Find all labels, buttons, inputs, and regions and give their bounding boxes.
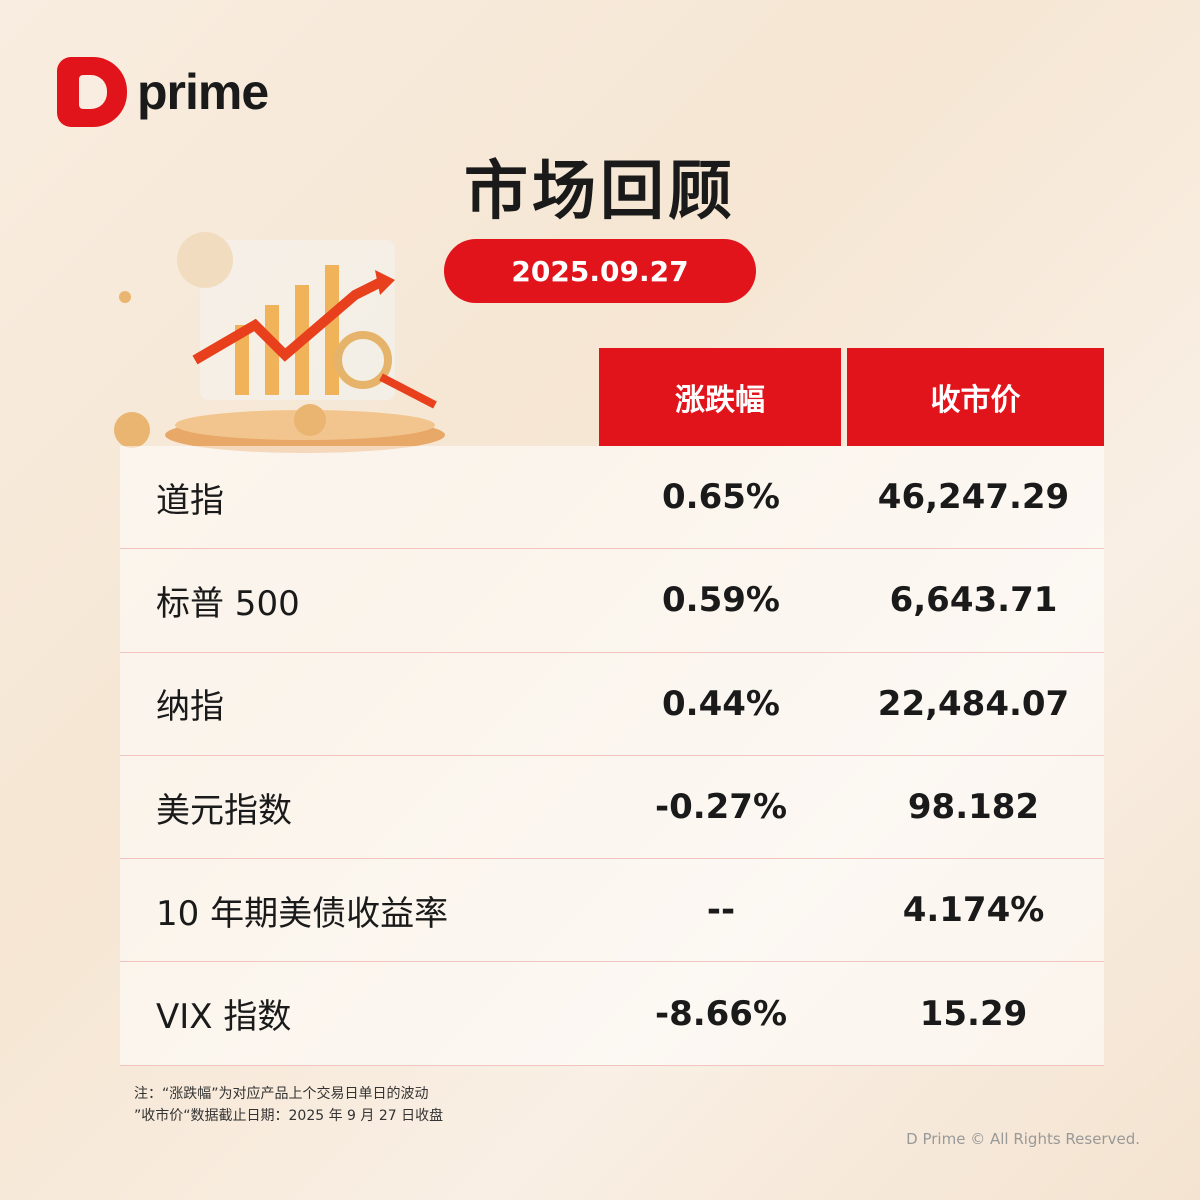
change-value: 0.59% bbox=[662, 580, 780, 621]
copyright: D Prime © All Rights Reserved. bbox=[906, 1130, 1140, 1148]
header-change: 涨跌幅 bbox=[599, 348, 841, 446]
close-value: 6,643.71 bbox=[889, 580, 1058, 621]
date-badge: 2025.09.27 bbox=[444, 239, 756, 303]
footnotes: 注：“涨跌幅”为对应产品上个交易日单日的波动 ”收市价“数据截止日期：2025 … bbox=[134, 1083, 443, 1127]
close-value: 22,484.07 bbox=[877, 683, 1070, 724]
close-value: 98.182 bbox=[907, 787, 1040, 828]
table-row: 10 年期美债收益率 -- 4.174% bbox=[120, 859, 1104, 963]
index-name: 道指 bbox=[156, 480, 224, 521]
market-table: 道指 0.65% 46,247.29 标普 500 0.59% 6,643.71 纳指 0… bbox=[120, 446, 1104, 1066]
table-row: 道指 0.65% 46,247.29 bbox=[120, 446, 1104, 550]
table-row: 美元指数 -0.27% 98.182 bbox=[120, 756, 1104, 860]
table-row: 纳指 0.44% 22,484.07 bbox=[120, 653, 1104, 756]
close-value: 4.174% bbox=[902, 890, 1045, 931]
footnote: ”收市价“数据截止日期：2025 年 9 月 27 日收盘 bbox=[134, 1108, 444, 1124]
change-value: -0.27% bbox=[654, 787, 788, 828]
close-value: 15.29 bbox=[919, 993, 1028, 1034]
close-value: 46,247.29 bbox=[877, 477, 1070, 518]
index-name: VIX 指数 bbox=[156, 997, 292, 1038]
change-value: -8.66% bbox=[654, 993, 788, 1034]
d-logo-icon bbox=[57, 57, 127, 127]
index-name: 美元指数 bbox=[156, 790, 292, 831]
table-row: VIX 指数 -8.66% 15.29 bbox=[120, 962, 1104, 1066]
index-name: 纳指 bbox=[156, 687, 224, 728]
index-name: 标普 500 bbox=[156, 583, 300, 624]
header-close: 收市价 bbox=[847, 348, 1104, 446]
chart-illustration-icon bbox=[114, 232, 445, 453]
brand-logo: prime bbox=[57, 57, 269, 127]
index-name: 10 年期美债收益率 bbox=[156, 893, 449, 934]
footnote: 注：“涨跌幅”为对应产品上个交易日单日的波动 bbox=[134, 1086, 429, 1102]
change-value: 0.44% bbox=[662, 683, 780, 724]
page-title: 市场回顾 bbox=[464, 155, 736, 229]
table-row: 标普 500 0.59% 6,643.71 bbox=[120, 549, 1104, 653]
change-value: 0.65% bbox=[662, 477, 780, 518]
brand-name: prime bbox=[137, 64, 269, 120]
change-value: -- bbox=[706, 890, 736, 931]
